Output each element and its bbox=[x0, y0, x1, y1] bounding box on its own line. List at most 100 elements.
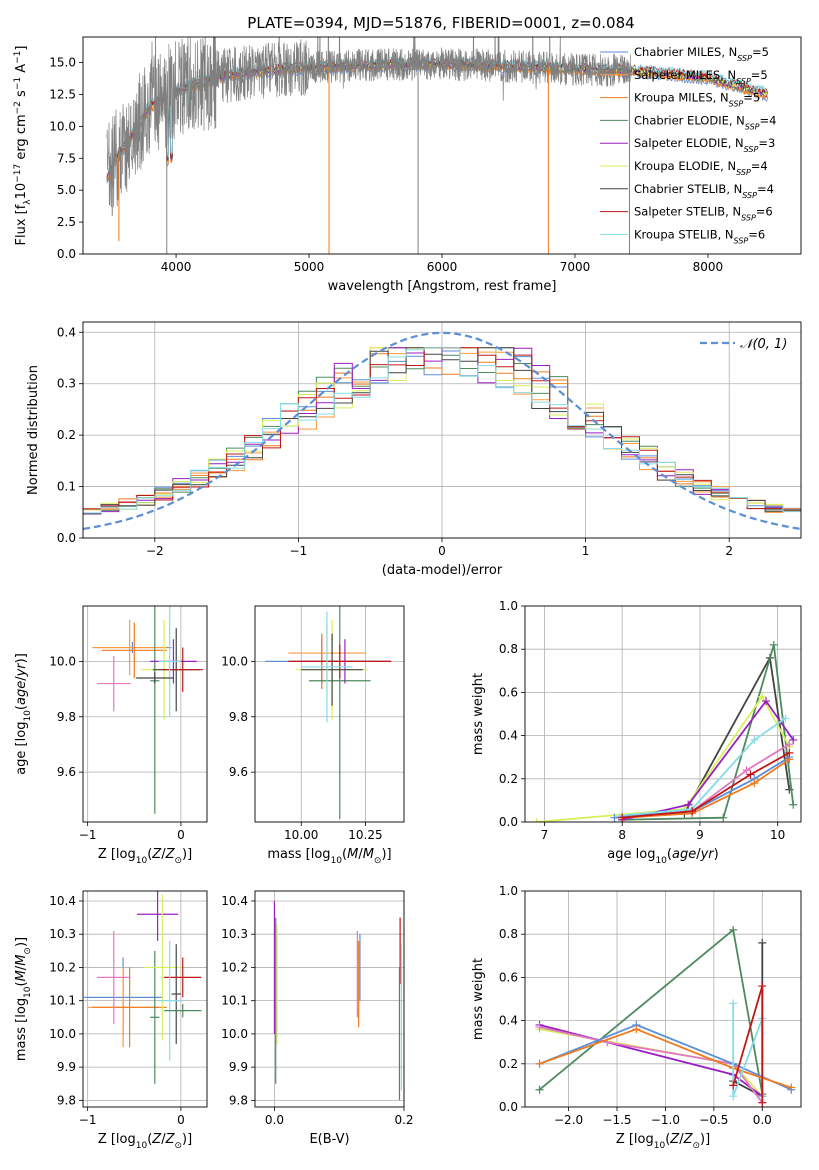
x-tick-label: 6000 bbox=[427, 260, 458, 274]
y-tick-label: 0.2 bbox=[499, 772, 518, 786]
y-tick-label: 10.4 bbox=[221, 894, 248, 908]
x-tick-label: 8 bbox=[618, 828, 626, 842]
y-tick-label: 15.0 bbox=[49, 56, 76, 70]
axes-frame bbox=[524, 605, 802, 823]
x-axis-label: wavelength [Angstrom, rest frame] bbox=[328, 279, 557, 294]
legend-label: Kroupa STELIB, NSSP=6 bbox=[634, 227, 765, 245]
y-tick-label: 0.3 bbox=[57, 377, 76, 391]
legend-label: Chabrier ELODIE, NSSP=4 bbox=[634, 113, 776, 130]
x-tick-label: −1 bbox=[79, 828, 97, 842]
mass-weight-marker bbox=[618, 813, 627, 822]
y-axis-label: age [log10(age/yr)] bbox=[14, 653, 33, 775]
mass-weight-marker bbox=[750, 735, 759, 744]
x-axis-label: Z [log10(Z/Z⊙)] bbox=[616, 1132, 710, 1151]
y-tick-label: 10.0 bbox=[49, 1027, 76, 1041]
x-axis-label: mass [log10(M/M⊙)] bbox=[267, 847, 391, 866]
mass-weight-marker bbox=[769, 640, 778, 649]
legend-label: Kroupa MILES, NSSP=5 bbox=[634, 91, 760, 109]
x-axis-label: E(B-V) bbox=[309, 1132, 349, 1147]
plot-area bbox=[83, 891, 207, 1107]
mass-weight-marker bbox=[750, 779, 759, 788]
y-tick-label: 5.0 bbox=[57, 183, 76, 197]
x-tick-label: −1.0 bbox=[651, 1113, 680, 1127]
plot-area bbox=[255, 606, 404, 822]
axes-frame bbox=[524, 890, 802, 1108]
mass-weight-marker bbox=[535, 1023, 544, 1032]
y-tick-label: 9.9 bbox=[229, 1060, 248, 1074]
x-tick-label: 4000 bbox=[161, 260, 192, 274]
mass-weight-line bbox=[536, 694, 791, 822]
mass-weight-line bbox=[539, 1026, 764, 1104]
axes-frame bbox=[254, 890, 405, 1108]
histogram-step bbox=[83, 347, 801, 514]
y-tick-label: 9.8 bbox=[229, 1093, 248, 1107]
mass-weight-marker bbox=[758, 1098, 767, 1107]
x-tick-label: −1 bbox=[290, 544, 308, 558]
plot-area bbox=[525, 606, 801, 822]
y-tick-label: 9.8 bbox=[57, 1093, 76, 1107]
panel-spectrum: 4000 5000 6000 7000 8000 0.0 2.5 5.0 7.5 10.0 12.5… bbox=[13, 36, 802, 294]
legend-label: 𝒩(0, 1) bbox=[740, 337, 787, 352]
y-tick-label: 0.4 bbox=[57, 325, 76, 339]
panel-mass-vs-EBV: 0.0 0.2 9.8 9.9 10.0 10.1 10.2 10.3 10.4 E(B-V) bbox=[221, 890, 414, 1147]
legend-label: Salpeter ELODIE, NSSP=3 bbox=[634, 136, 775, 154]
y-tick-label: 10.2 bbox=[49, 960, 76, 974]
y-tick-label: 1.0 bbox=[499, 884, 518, 898]
mass-weight-marker bbox=[535, 1085, 544, 1094]
spectrum-legend: Chabrier MILES, NSSP=5 Salpeter MILES, NS… bbox=[600, 45, 776, 245]
y-axis-label: mass weight bbox=[471, 673, 486, 755]
mass-weight-marker bbox=[729, 1092, 738, 1101]
plot-area bbox=[525, 891, 801, 1107]
x-tick-label: 8000 bbox=[693, 260, 724, 274]
y-tick-label: 9.8 bbox=[57, 710, 76, 724]
y-tick-label: 9.6 bbox=[229, 765, 248, 779]
axes-frame bbox=[82, 890, 208, 1108]
legend-label: Kroupa ELODIE, NSSP=4 bbox=[634, 159, 768, 177]
x-tick-label: −2 bbox=[146, 544, 164, 558]
mass-weight-marker bbox=[684, 800, 693, 809]
x-tick-label: 0.0 bbox=[753, 1113, 772, 1127]
panel-massweight-vs-age: 7 8 9 10 0.0 0.2 0.4 0.6 0.8 1.0 age log10(age/yr)… bbox=[471, 599, 802, 866]
mass-weight-line bbox=[622, 758, 790, 819]
x-axis-label: Z [log10(Z/Z⊙)] bbox=[98, 1132, 192, 1151]
axes-frame bbox=[82, 605, 208, 823]
mass-weight-line bbox=[622, 717, 787, 817]
mass-weight-marker bbox=[787, 1083, 796, 1092]
x-tick-label: 10.25 bbox=[348, 828, 382, 842]
x-tick-label: 0.2 bbox=[394, 1113, 413, 1127]
x-tick-label: 10.00 bbox=[284, 828, 318, 842]
y-tick-label: 9.8 bbox=[229, 710, 248, 724]
y-tick-label: 9.6 bbox=[57, 765, 76, 779]
mass-weight-marker bbox=[746, 770, 755, 779]
y-tick-label: 10.2 bbox=[221, 960, 248, 974]
x-tick-label: 5000 bbox=[294, 260, 325, 274]
y-tick-label: 0.8 bbox=[499, 642, 518, 656]
mass-weight-marker bbox=[729, 999, 738, 1008]
y-tick-label: 10.1 bbox=[221, 994, 248, 1008]
legend-label: Chabrier MILES, NSSP=5 bbox=[634, 45, 769, 63]
mass-weight-marker bbox=[762, 697, 771, 706]
y-tick-label: 0.2 bbox=[499, 1057, 518, 1071]
y-tick-label: 7.5 bbox=[57, 151, 76, 165]
y-tick-label: 0.2 bbox=[57, 428, 76, 442]
mass-weight-marker bbox=[781, 714, 790, 723]
x-tick-label: 7000 bbox=[560, 260, 591, 274]
panel-age-vs-Z: −1 0 9.6 9.8 10.0 Z [log10(Z/Z⊙)] age [log10(a… bbox=[14, 605, 208, 866]
y-tick-label: 0.8 bbox=[499, 927, 518, 941]
x-tick-label: 2 bbox=[725, 544, 733, 558]
mass-weight-marker bbox=[729, 1081, 738, 1090]
panel-massweight-vs-Z: −2.0 −1.5 −1.0 −0.5 0.0 0.0 0.2 0.4 0.6 0.8 1.0 Z [… bbox=[471, 884, 802, 1151]
panel-age-vs-mass: 10.00 10.25 9.6 9.8 10.0 mass [log10(M/M⊙)] bbox=[221, 605, 405, 866]
y-tick-label: 10.0 bbox=[49, 654, 76, 668]
y-tick-label: 0.0 bbox=[499, 815, 518, 829]
mass-weight-marker bbox=[729, 925, 738, 934]
x-tick-label: 7 bbox=[541, 828, 549, 842]
mass-weight-marker bbox=[758, 938, 767, 947]
mass-weight-marker bbox=[742, 766, 751, 775]
mass-weight-marker bbox=[758, 692, 767, 701]
plot-area bbox=[106, 37, 768, 254]
mass-weight-marker bbox=[758, 982, 767, 991]
y-axis-label: mass weight bbox=[471, 958, 486, 1040]
x-tick-label: 0.0 bbox=[265, 1113, 284, 1127]
